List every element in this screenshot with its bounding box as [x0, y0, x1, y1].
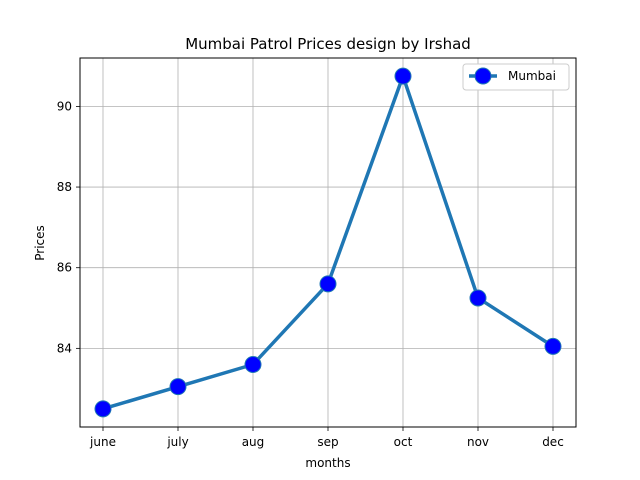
x-tick-label: sep: [317, 435, 338, 449]
y-axis-ticks: 84 86 88 90: [57, 99, 80, 355]
data-point: [169, 378, 187, 396]
data-point: [469, 289, 487, 307]
data-point: [244, 355, 262, 373]
x-tick-label: aug: [242, 435, 265, 449]
x-tick-label: dec: [542, 435, 564, 449]
x-tick-label: june: [89, 435, 116, 449]
y-tick-label: 90: [57, 99, 72, 113]
y-tick-label: 86: [57, 261, 72, 275]
grid-lines: [80, 58, 576, 427]
x-tick-label: oct: [394, 435, 413, 449]
x-tick-label: july: [166, 435, 188, 449]
legend-label: Mumbai: [508, 69, 556, 83]
y-tick-label: 84: [57, 341, 72, 355]
y-tick-label: 88: [57, 180, 72, 194]
y-axis-label: Prices: [33, 225, 47, 261]
legend: Mumbai: [462, 63, 570, 91]
legend-box: [462, 63, 570, 91]
chart-title: Mumbai Patrol Prices design by Irshad: [185, 35, 471, 53]
data-point: [319, 275, 337, 293]
x-axis-label: months: [305, 456, 350, 470]
legend-marker-swatch: [474, 67, 492, 85]
series-group: [94, 67, 562, 418]
x-axis-ticks: june july aug sep oct nov dec: [89, 427, 564, 449]
data-point: [544, 337, 562, 355]
x-tick-label: nov: [467, 435, 489, 449]
data-point: [394, 67, 412, 85]
data-point: [94, 400, 112, 418]
